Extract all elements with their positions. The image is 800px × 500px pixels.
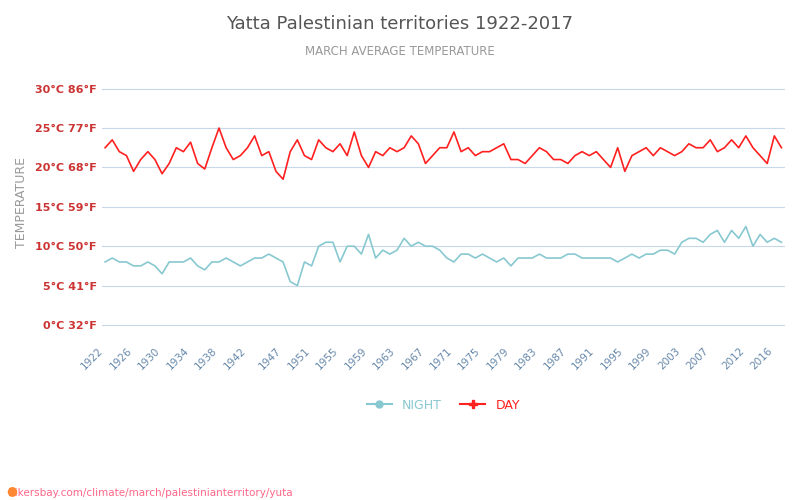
Text: ●: ● bbox=[6, 484, 18, 498]
Text: MARCH AVERAGE TEMPERATURE: MARCH AVERAGE TEMPERATURE bbox=[305, 45, 495, 58]
Y-axis label: TEMPERATURE: TEMPERATURE bbox=[15, 158, 28, 248]
Legend: NIGHT, DAY: NIGHT, DAY bbox=[362, 394, 525, 417]
Text: hikersbay.com/climate/march/palestinianterritory/yuta: hikersbay.com/climate/march/palestiniant… bbox=[8, 488, 293, 498]
Text: Yatta Palestinian territories 1922-2017: Yatta Palestinian territories 1922-2017 bbox=[226, 15, 574, 33]
